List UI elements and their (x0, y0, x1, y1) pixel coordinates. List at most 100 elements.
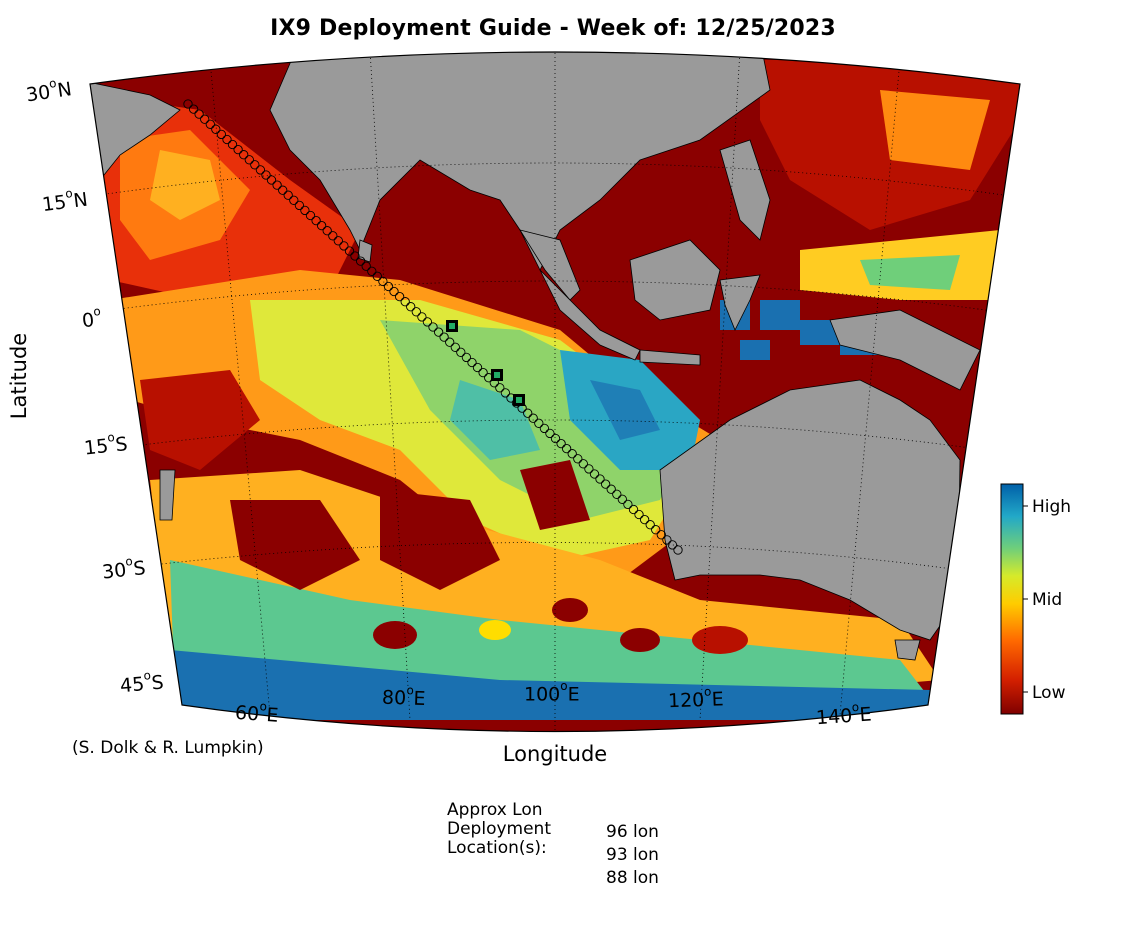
colorbar-label-mid: Mid (1032, 590, 1063, 610)
track-point (266, 175, 277, 185)
track-point (261, 170, 271, 180)
lat-tick-15s: 15oS (83, 430, 129, 460)
track-point (289, 195, 299, 205)
track-point (561, 443, 572, 454)
track-point (445, 337, 455, 347)
track-point (589, 469, 600, 479)
lat-tick-45s: 45oS (119, 668, 165, 698)
track-point (417, 312, 427, 322)
track-point (367, 266, 377, 276)
deployment-value-1: 96 lon (606, 822, 659, 842)
track-point (322, 226, 332, 236)
track-point (361, 261, 371, 271)
track-point (545, 428, 555, 439)
deployment-label-line-1: Approx Lon (447, 800, 543, 820)
track-point (188, 104, 199, 114)
track-point (612, 489, 622, 499)
map-field (90, 52, 1020, 732)
lon-tick-140e: 140oE (815, 699, 873, 730)
track-point (634, 509, 644, 520)
track-point (294, 200, 305, 211)
track-point (578, 459, 588, 469)
track-point (523, 408, 533, 418)
track-point (227, 139, 238, 150)
track-point (394, 291, 405, 302)
map-title: IX9 Deployment Guide - Week of: 12/25/20… (270, 16, 836, 41)
track-point (200, 114, 210, 124)
track-point (433, 327, 444, 337)
track-point (667, 540, 678, 550)
colorbar-label-low: Low (1032, 683, 1066, 703)
track-point (450, 342, 460, 352)
lon-tick-100e: 100oE (524, 679, 580, 706)
track-point (300, 205, 310, 216)
deployment-label-line-2: Deployment (447, 819, 551, 839)
track-point (584, 464, 594, 474)
track-point (411, 307, 421, 317)
track-point (567, 449, 577, 459)
track-point (623, 499, 633, 510)
track-point (389, 286, 399, 297)
track-point (662, 535, 672, 545)
track-point (339, 241, 349, 251)
track-point (534, 418, 544, 428)
track-point (595, 474, 605, 484)
deployment-markers (446, 320, 525, 406)
track-point (606, 484, 616, 494)
track-point (400, 297, 410, 307)
track-point (194, 109, 204, 119)
track-point (205, 119, 215, 129)
track-point (406, 302, 416, 312)
colorbar (1000, 483, 1024, 715)
y-axis-label: Latitude (7, 332, 31, 420)
track-point (461, 352, 472, 363)
track-point (278, 185, 288, 195)
deployment-marker-96-center (516, 397, 522, 403)
track-point (216, 129, 227, 140)
track-point (372, 271, 382, 281)
track-point (244, 155, 254, 165)
track-point (539, 423, 550, 434)
track-point (333, 236, 343, 246)
colorbar-label-high: High (1032, 497, 1072, 517)
track-point (550, 433, 561, 444)
ship-track (183, 99, 683, 555)
track-point (239, 150, 249, 160)
track-point (355, 256, 366, 266)
track-point (495, 383, 505, 393)
deployment-marker-93-center (494, 372, 500, 378)
track-point (645, 520, 655, 530)
track-point (673, 545, 683, 555)
track-point (500, 388, 511, 398)
deployment-label: Approx Lon Deployment Location(s): (447, 801, 551, 858)
track-point (283, 190, 293, 200)
track-point (211, 124, 221, 134)
lat-tick-30s: 30oS (101, 554, 147, 584)
track-point (316, 220, 327, 231)
track-point (617, 494, 627, 504)
deployment-label-line-3: Location(s): (447, 838, 547, 858)
track-point (311, 215, 321, 226)
track-point (272, 180, 282, 190)
x-axis-label: Longitude (502, 742, 608, 766)
track-point (378, 276, 388, 287)
track-point (233, 144, 243, 155)
credit-text: (S. Dolk & R. Lumpkin) (72, 738, 264, 758)
lat-tick-0: 0o (80, 304, 102, 333)
track-point (305, 210, 316, 221)
map-frame (89, 51, 1021, 733)
track-point (250, 160, 260, 170)
track-point (639, 514, 650, 525)
track-point (428, 322, 438, 332)
lon-tick-80e: 80oE (381, 683, 426, 711)
track-point (183, 99, 193, 109)
track-point (556, 438, 566, 449)
lon-tick-120e: 120oE (667, 684, 725, 713)
deployment-value-3: 88 lon (606, 868, 659, 888)
deployment-value-2: 93 lon (606, 845, 659, 865)
track-point (651, 525, 661, 535)
track-point (328, 231, 338, 241)
track-point (383, 281, 394, 292)
lon-tick-60e: 60oE (234, 699, 280, 727)
